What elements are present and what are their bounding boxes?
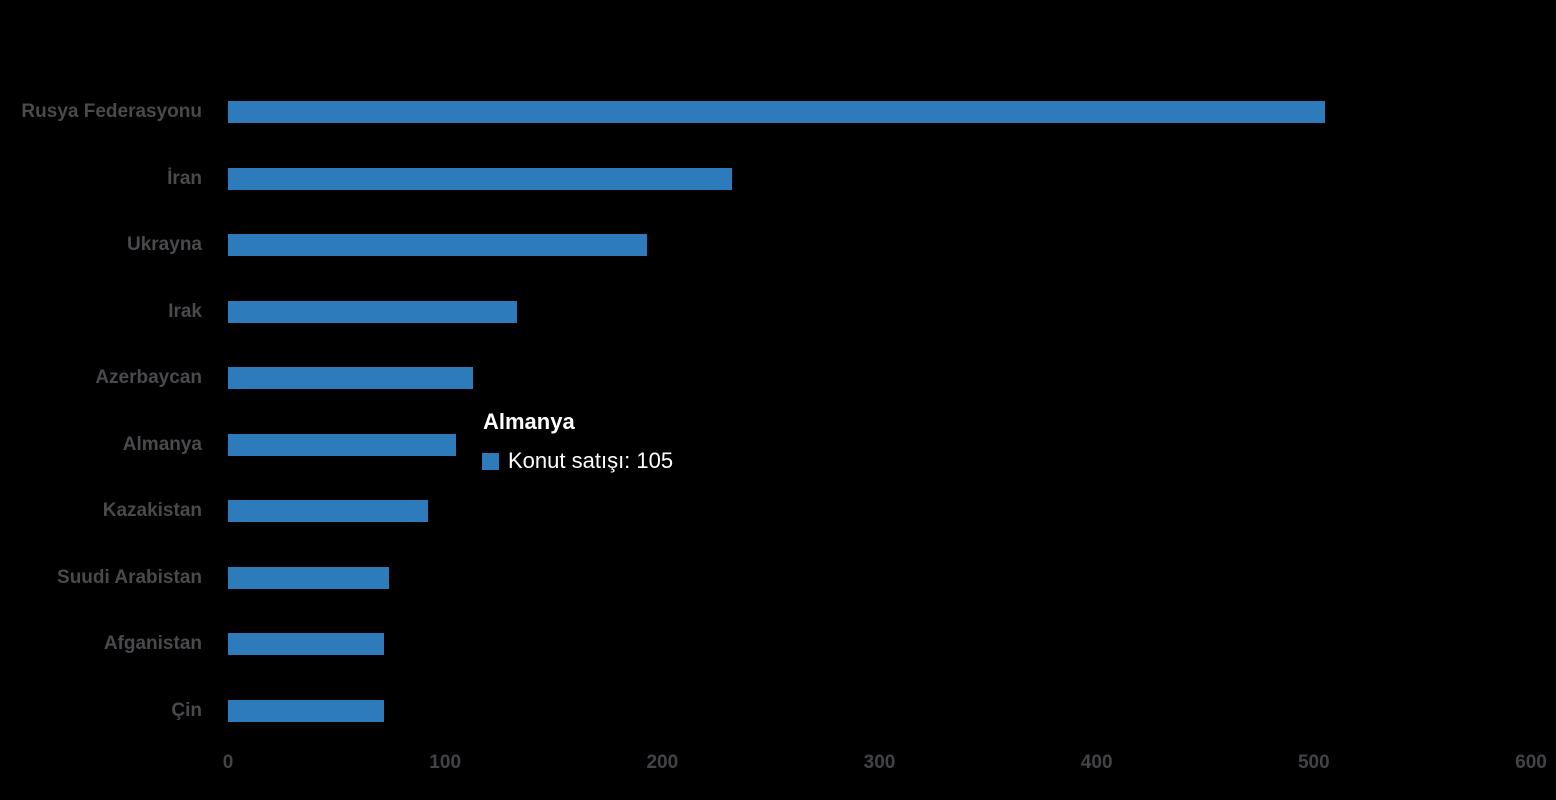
bar[interactable] bbox=[228, 234, 648, 256]
tooltip-title: Almanya bbox=[483, 409, 575, 434]
x-axis-tick-label: 0 bbox=[222, 752, 234, 773]
category-label: İran bbox=[167, 167, 202, 189]
tooltip-series-row: Konut satışı: 105 bbox=[482, 448, 673, 474]
bar[interactable] bbox=[228, 633, 385, 655]
x-axis-tick-label: 500 bbox=[1297, 752, 1330, 773]
x-axis-tick-label: 200 bbox=[646, 752, 679, 773]
bar[interactable] bbox=[228, 566, 389, 589]
category-label: Afganistan bbox=[103, 633, 202, 654]
category-label: Almanya bbox=[122, 433, 202, 455]
bar[interactable] bbox=[228, 101, 1325, 123]
x-axis-tick-label: 100 bbox=[429, 752, 462, 773]
bar[interactable] bbox=[228, 699, 385, 722]
bar[interactable] bbox=[228, 433, 457, 456]
bar[interactable] bbox=[228, 300, 517, 323]
category-label: Kazakistan bbox=[102, 500, 202, 521]
category-label: Rusya Federasyonu bbox=[21, 101, 202, 122]
bar[interactable] bbox=[228, 500, 428, 522]
bar[interactable] bbox=[228, 167, 732, 190]
bar[interactable] bbox=[228, 367, 474, 389]
chart-tooltip: Almanya Konut satışı: 105 bbox=[482, 409, 673, 474]
tooltip-series-value: Konut satışı: 105 bbox=[508, 448, 674, 473]
category-label: Çin bbox=[171, 699, 202, 721]
category-label: Ukrayna bbox=[127, 234, 202, 255]
series-color-swatch bbox=[482, 452, 499, 470]
category-label: Suudi Arabistan bbox=[57, 566, 202, 588]
x-axis-tick-label: 300 bbox=[863, 752, 896, 773]
category-label: Irak bbox=[168, 300, 202, 322]
category-label: Azerbaycan bbox=[95, 367, 202, 388]
x-axis-tick-label: 600 bbox=[1515, 752, 1547, 773]
x-axis-tick-label: 400 bbox=[1080, 752, 1113, 773]
